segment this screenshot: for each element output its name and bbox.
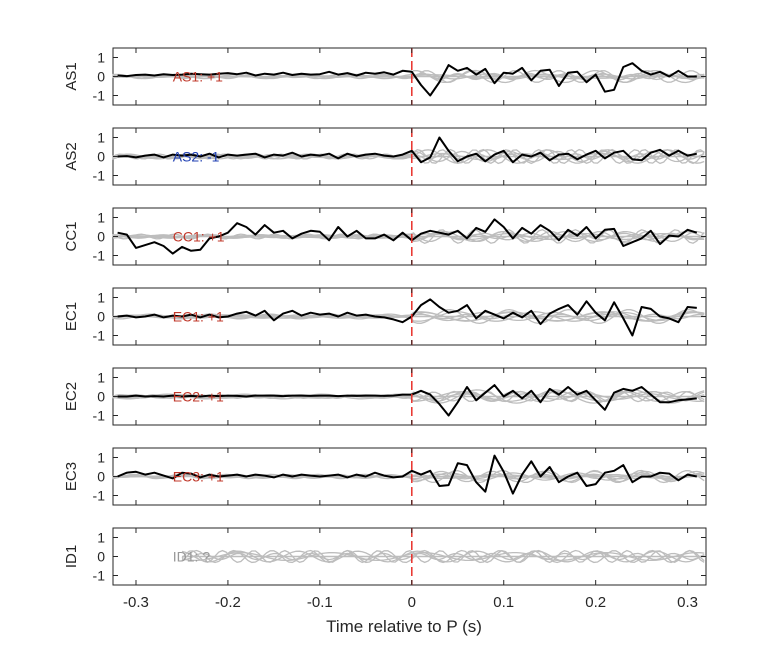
panel-label-cc1: CC1 <box>63 221 80 251</box>
x-tick-label: -0.3 <box>123 594 149 611</box>
trace-ec3 <box>117 454 698 495</box>
ghost-trace <box>181 549 705 564</box>
y-tick-label: 0 <box>97 469 105 485</box>
y-tick-label: 0 <box>97 149 105 165</box>
panel-ec2: -1 0 1 EC2 EC2: +1 <box>63 367 707 426</box>
y-tick-label: 0 <box>97 549 105 565</box>
x-tick-label: 0.1 <box>493 594 514 611</box>
y-tick-label: 1 <box>97 370 105 386</box>
y-tick-label: 0 <box>97 389 105 405</box>
x-axis-label: Time relative to P (s) <box>326 617 482 636</box>
y-tick-label: 0 <box>97 309 105 325</box>
x-tick-label: -0.2 <box>215 594 241 611</box>
y-tick-label: -1 <box>93 488 106 504</box>
panel-ec1: -1 0 1 EC1 EC1: +1 <box>63 287 707 346</box>
panel-label-as1: AS1 <box>63 62 80 90</box>
panel-ec3: -1 0 1 EC3 EC3: +1 <box>63 447 707 506</box>
panel-as1: -1 0 1 AS1 AS1: +1 <box>63 47 707 106</box>
y-tick-label: -1 <box>93 328 106 344</box>
trace-cc1 <box>117 218 698 255</box>
y-tick-label: 1 <box>97 130 105 146</box>
trace-as2 <box>117 136 698 164</box>
y-tick-label: 1 <box>97 50 105 66</box>
y-tick-label: 0 <box>97 229 105 245</box>
trace-ec1 <box>117 298 697 337</box>
y-tick-label: -1 <box>93 568 106 584</box>
panel-label-as2: AS2 <box>63 142 80 170</box>
panel-cc1: -1 0 1 CC1 CC1: +1 <box>63 207 707 266</box>
panel-annotation: AS1: +1 <box>173 69 223 85</box>
y-tick-label: 1 <box>97 210 105 226</box>
y-tick-label: 0 <box>97 69 105 85</box>
panel-label-ec2: EC2 <box>63 382 80 411</box>
x-tick-label: 0.2 <box>585 594 606 611</box>
panel-id1: -1 0 1 ID1 ID1: ? -0.3 -0.2 -0.1 0 0.1 0.2 0.3 <box>63 527 707 611</box>
ghost-trace <box>181 552 705 561</box>
ghost-trace <box>181 551 705 562</box>
panel-label-id1: ID1 <box>63 545 80 568</box>
y-tick-label: -1 <box>93 408 106 424</box>
x-tick-label: 0 <box>408 594 416 611</box>
y-tick-label: -1 <box>93 168 106 184</box>
panel-as2: -1 0 1 AS2 AS2: -1 <box>63 127 707 186</box>
panel-annotation: EC1: +1 <box>173 309 224 325</box>
ghost-trace <box>112 148 705 165</box>
y-tick-label: 1 <box>97 530 105 546</box>
ghost-trace <box>112 390 705 403</box>
panel-annotation: ID1: ? <box>173 549 211 565</box>
y-tick-label: -1 <box>93 248 106 264</box>
panel-label-ec3: EC3 <box>63 462 80 491</box>
trace-as1 <box>117 62 697 97</box>
x-tick-label: -0.1 <box>307 594 333 611</box>
panel-annotation: CC1: +1 <box>173 229 225 245</box>
panel-annotation: EC3: +1 <box>173 469 224 485</box>
panel-annotation: AS2: -1 <box>173 149 220 165</box>
y-tick-label: 1 <box>97 290 105 306</box>
y-tick-label: -1 <box>93 88 106 104</box>
y-tick-label: 1 <box>97 450 105 466</box>
x-tick-label: 0.3 <box>677 594 698 611</box>
trace-ec2 <box>117 384 697 417</box>
panels: -1 0 1 AS1 AS1: +1 -1 0 1 AS2 AS2: -1 -1 0 1 CC1 CC1: … <box>63 47 707 611</box>
panel-annotation: EC2: +1 <box>173 389 224 405</box>
panel-label-ec1: EC1 <box>63 302 80 331</box>
